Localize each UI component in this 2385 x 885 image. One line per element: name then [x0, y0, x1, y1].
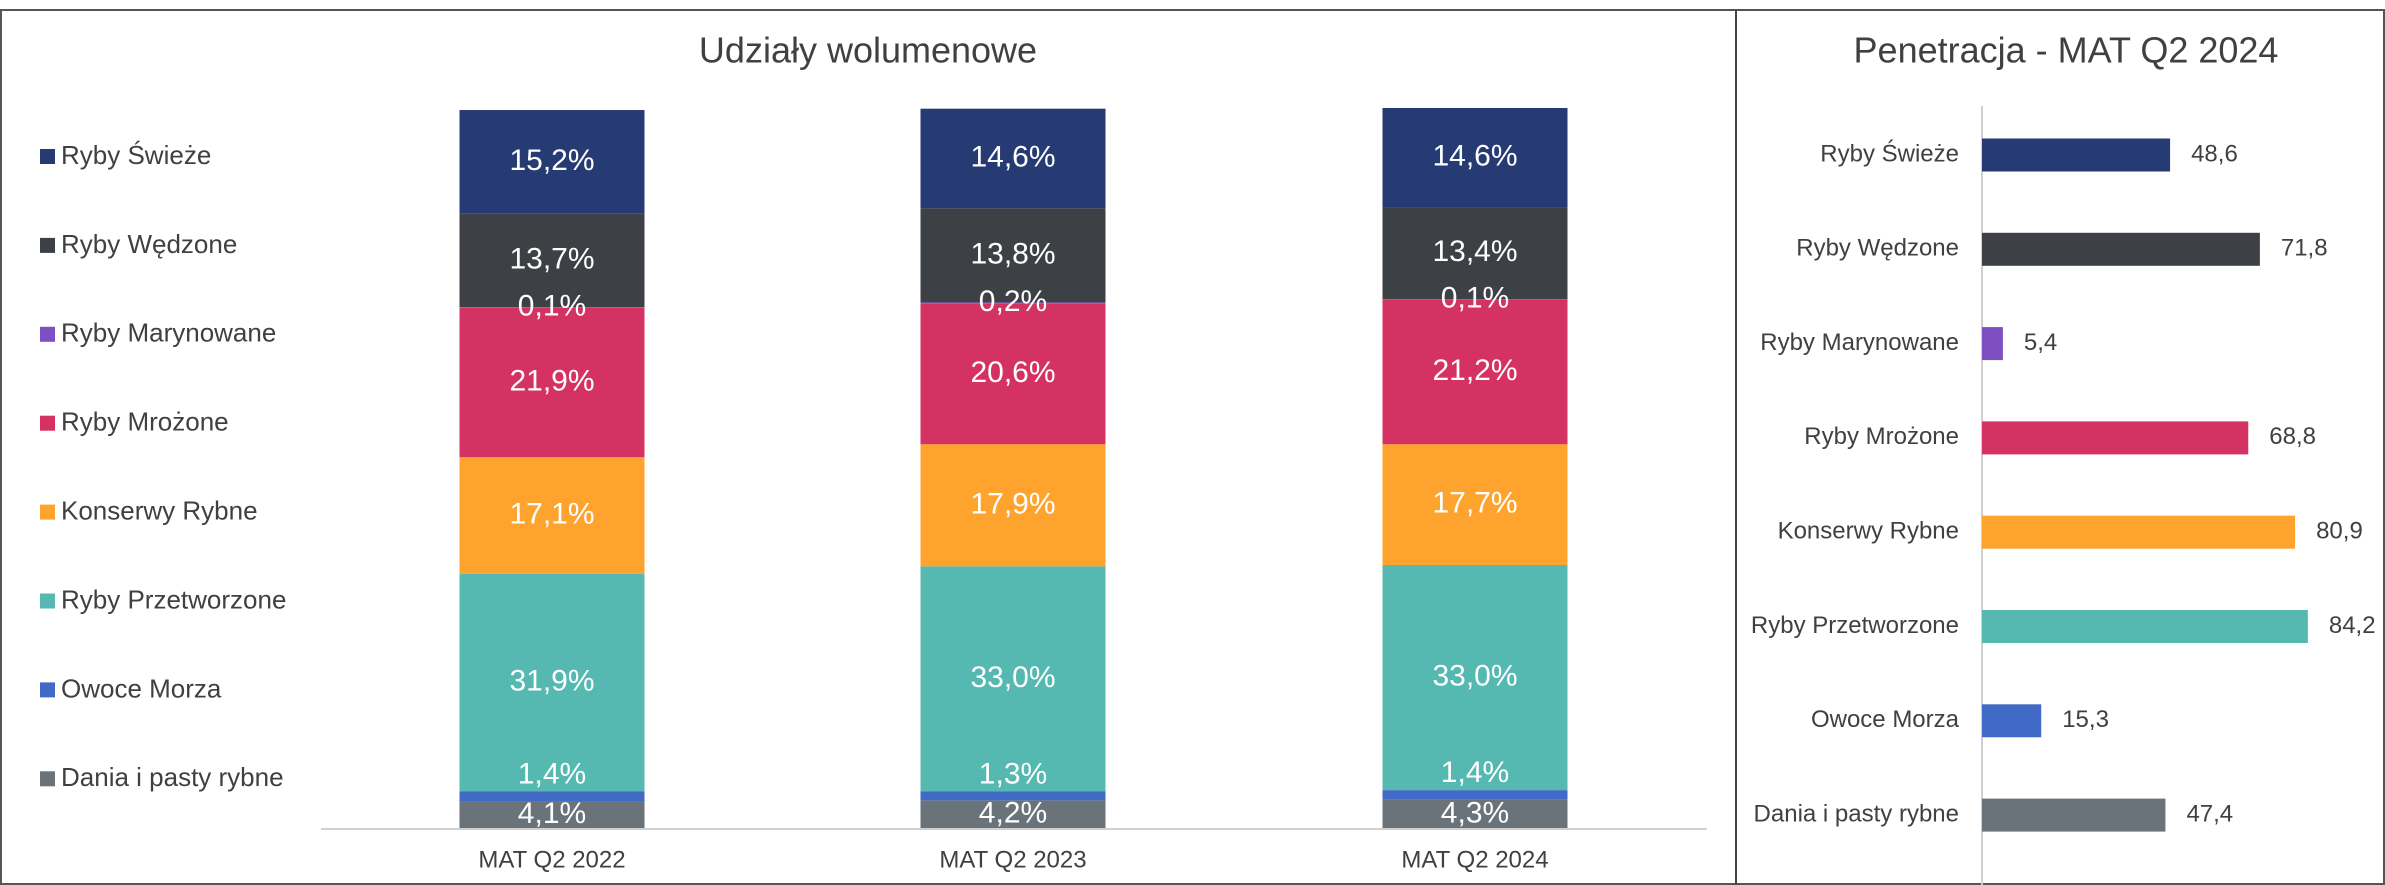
legend-swatch — [40, 149, 55, 164]
bar-segment — [459, 307, 645, 458]
bar-segment — [1382, 207, 1568, 299]
value-label: 4,3% — [1441, 796, 1509, 829]
bar-segment — [459, 307, 645, 308]
value-label: 17,7% — [1432, 487, 1517, 520]
value-label: 80,9 — [2316, 518, 2363, 545]
bar-segment — [920, 444, 1106, 567]
x-tick-label: MAT Q2 2022 — [478, 846, 625, 873]
legend-label: Ryby Wędzone — [61, 229, 237, 259]
bar — [1982, 798, 2166, 832]
bar — [1982, 704, 2042, 738]
bar-segment — [459, 801, 645, 829]
chart-title: Udziały wolumenowe — [699, 30, 1037, 71]
value-label: 13,7% — [509, 242, 594, 275]
y-tick-label: Owoce Morza — [1811, 706, 1960, 733]
bar-segment — [920, 302, 1106, 304]
y-tick-label: Ryby Przetworzone — [1751, 612, 1959, 639]
value-label: 48,6 — [2191, 140, 2238, 167]
bar-segment — [1382, 298, 1568, 300]
bar-segment — [1382, 565, 1568, 791]
value-label: 5,4 — [2024, 329, 2057, 356]
y-tick-label: Ryby Mrożone — [1804, 423, 1959, 450]
value-label: 33,0% — [970, 661, 1055, 694]
bar-segment — [920, 303, 1106, 445]
value-label: 4,1% — [518, 797, 586, 830]
value-label: 14,6% — [970, 140, 1055, 173]
bar — [1982, 421, 2249, 455]
y-tick-label: Ryby Wędzone — [1796, 235, 1959, 262]
bar-segment — [920, 108, 1106, 209]
value-label: 21,9% — [509, 364, 594, 397]
bar-segment — [920, 208, 1106, 303]
value-label: 47,4 — [2186, 800, 2233, 827]
value-label: 1,3% — [979, 757, 1047, 790]
bar — [1982, 232, 2260, 266]
y-tick-label: Konserwy Rybne — [1778, 518, 1959, 545]
bar — [1982, 610, 2308, 643]
y-tick-label: Ryby Świeże — [1820, 139, 1959, 167]
value-label: 13,4% — [1432, 235, 1517, 268]
bar-segment — [920, 791, 1106, 801]
x-tick-label: MAT Q2 2024 — [1401, 846, 1548, 873]
bar-segment — [459, 457, 645, 574]
bar — [1982, 138, 2171, 172]
legend-label: Ryby Mrożone — [61, 407, 229, 437]
value-label: 13,8% — [970, 237, 1055, 270]
y-tick-label: Ryby Marynowane — [1760, 329, 1959, 356]
legend-label: Konserwy Rybne — [61, 495, 258, 525]
bar-segment — [1382, 444, 1568, 566]
legend-swatch — [40, 237, 55, 253]
legend-label: Ryby Marynowane — [61, 318, 276, 348]
value-label: 15,2% — [509, 144, 594, 177]
legend-swatch — [40, 504, 55, 520]
value-label: 31,9% — [509, 665, 594, 698]
x-tick-label: MAT Q2 2023 — [939, 846, 1086, 873]
value-label: 1,4% — [518, 757, 586, 790]
chart-title: Penetracja - MAT Q2 2024 — [1854, 30, 2279, 71]
bar-segment — [459, 791, 645, 802]
legend-label: Dania i pasty rybne — [61, 762, 284, 792]
bar-segment — [459, 213, 645, 308]
legend-swatch — [40, 415, 55, 431]
value-label: 14,6% — [1432, 140, 1517, 173]
bar-segment — [459, 573, 645, 792]
frame — [0, 9, 2385, 885]
value-label: 4,2% — [979, 797, 1047, 830]
bar-segment — [459, 110, 645, 214]
value-label: 71,8 — [2281, 235, 2328, 262]
bar-segment — [920, 800, 1106, 829]
value-label: 0,2% — [979, 285, 1047, 318]
legend-swatch — [40, 771, 55, 787]
value-label: 1,4% — [1441, 756, 1509, 789]
value-label: 68,8 — [2269, 423, 2316, 450]
legend-swatch — [40, 326, 55, 342]
y-tick-label: Dania i pasty rybne — [1754, 800, 1959, 827]
bar — [1982, 327, 2003, 361]
bar — [1982, 515, 2296, 549]
bar-segment — [1382, 108, 1568, 208]
legend-label: Ryby Świeże — [61, 140, 211, 170]
value-label: 17,1% — [509, 497, 594, 530]
legend-swatch — [40, 593, 55, 609]
value-label: 33,0% — [1432, 659, 1517, 692]
bar-segment — [1382, 799, 1568, 829]
bar-segment — [920, 566, 1106, 792]
value-label: 17,9% — [970, 487, 1055, 520]
value-label: 0,1% — [1441, 281, 1509, 314]
value-label: 15,3 — [2062, 706, 2109, 733]
value-label: 84,2 — [2329, 612, 2376, 639]
legend-label: Owoce Morza — [61, 673, 222, 703]
legend-swatch — [40, 682, 55, 698]
legend-label: Ryby Przetworzone — [61, 584, 286, 614]
value-label: 20,6% — [970, 356, 1055, 389]
bar-segment — [1382, 299, 1568, 445]
bar-segment — [1382, 790, 1568, 800]
value-label: 0,1% — [518, 289, 586, 322]
value-label: 21,2% — [1432, 354, 1517, 387]
